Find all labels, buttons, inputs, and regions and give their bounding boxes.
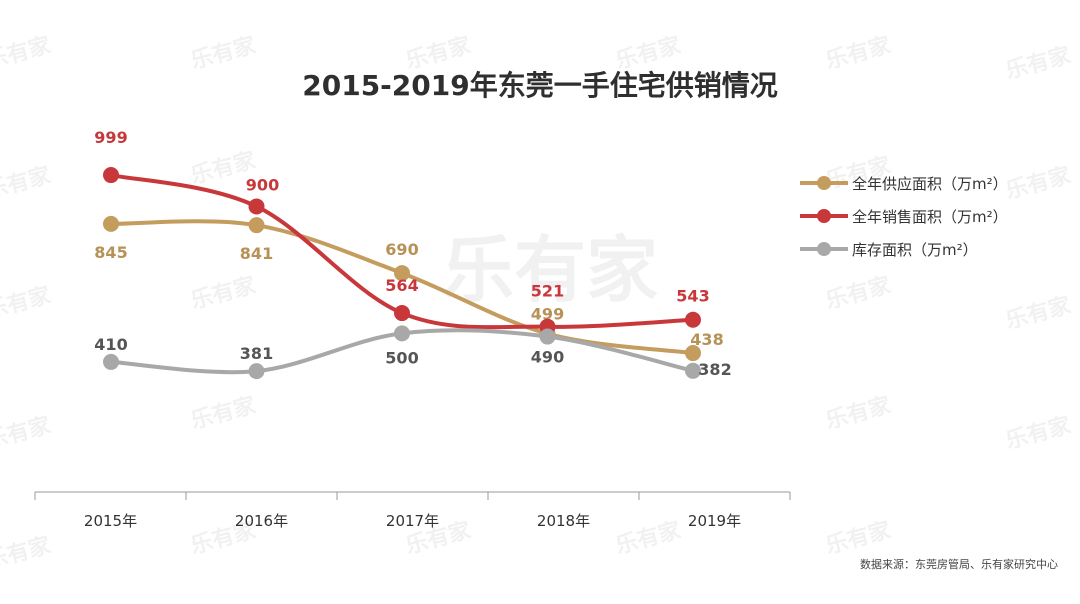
- x-tick-label: 2016年: [235, 512, 288, 530]
- watermark: 乐有家: [0, 162, 54, 204]
- watermark-center: 乐有家: [442, 228, 658, 312]
- watermark: 乐有家: [0, 532, 54, 574]
- point-sales: [103, 167, 119, 184]
- watermark: 乐有家: [1003, 162, 1074, 204]
- x-tick-label: 2018年: [537, 512, 590, 530]
- legend-label: 全年供应面积（万m²）: [852, 175, 1008, 193]
- watermark: 乐有家: [613, 32, 684, 74]
- watermark: 乐有家: [0, 32, 54, 74]
- data-label-sales: 999: [94, 128, 127, 147]
- watermark: 乐有家: [823, 32, 894, 74]
- point-inventory: [539, 328, 556, 345]
- point-sales: [685, 311, 701, 328]
- watermark: 乐有家: [823, 272, 894, 314]
- watermark: 乐有家: [188, 272, 259, 314]
- legend-item-sales: 全年销售面积（万m²）: [800, 208, 1008, 226]
- watermarks: 乐有家 乐有家 乐有家 乐有家 乐有家 乐有家乐有家 乐有家 乐有家 乐有家乐有家 乐有家 乐有家乐…: [0, 32, 1074, 574]
- point-inventory: [685, 362, 701, 379]
- data-label-inventory: 500: [385, 348, 418, 367]
- legend-label: 库存面积（万m²）: [852, 241, 978, 259]
- point-inventory: [103, 353, 119, 370]
- legend-item-supply: 全年供应面积（万m²）: [800, 175, 1008, 193]
- legend: 全年供应面积（万m²） 全年销售面积（万m²） 库存面积（万m²）: [800, 175, 1008, 259]
- point-sales: [248, 198, 265, 215]
- legend-marker: [817, 209, 831, 223]
- data-label-inventory: 410: [94, 335, 127, 354]
- watermark: 乐有家: [403, 32, 474, 74]
- x-tick-label: 2019年: [688, 512, 741, 530]
- watermark: 乐有家: [188, 392, 259, 434]
- point-supply: [394, 265, 410, 282]
- chart-title: 2015-2019年东莞一手住宅供销情况: [302, 69, 777, 102]
- watermark: 乐有家: [188, 32, 259, 74]
- watermark: 乐有家: [0, 282, 54, 324]
- point-supply: [248, 217, 265, 234]
- data-label-sales: 543: [676, 287, 709, 306]
- data-label-supply: 438: [690, 330, 723, 349]
- data-label-inventory: 381: [240, 344, 273, 363]
- watermark: 乐有家: [823, 392, 894, 434]
- point-inventory: [394, 325, 410, 342]
- data-label-sales: 521: [531, 282, 564, 301]
- watermark: 乐有家: [823, 517, 894, 559]
- data-label-supply: 690: [385, 240, 418, 259]
- watermark: 乐有家: [1003, 412, 1074, 454]
- x-axis: 2015年 2016年 2017年 2018年 2019年: [34, 491, 791, 530]
- point-supply: [685, 345, 701, 362]
- watermark: 乐有家: [1003, 292, 1074, 334]
- data-label-supply: 499: [531, 305, 564, 324]
- data-label-inventory: 490: [531, 348, 564, 367]
- x-tick-label: 2017年: [386, 512, 439, 530]
- legend-marker: [817, 176, 831, 190]
- data-label-sales: 900: [246, 175, 279, 194]
- point-sales: [394, 305, 410, 322]
- legend-item-inventory: 库存面积（万m²）: [800, 241, 978, 259]
- series-inventory: 410 381 500 490 382: [94, 325, 732, 380]
- x-tick-label: 2015年: [84, 512, 137, 530]
- legend-label: 全年销售面积（万m²）: [852, 208, 1008, 226]
- data-label-supply: 845: [94, 243, 127, 262]
- watermark: 乐有家: [613, 517, 684, 559]
- series-sales: 999 900 564 521 543: [94, 128, 710, 335]
- watermark: 乐有家: [0, 412, 54, 454]
- legend-marker: [817, 242, 831, 256]
- data-label-inventory: 382: [698, 360, 731, 379]
- point-supply: [103, 215, 119, 232]
- data-label-supply: 841: [240, 244, 273, 263]
- source-note: 数据来源：东莞房管局、乐有家研究中心: [860, 557, 1058, 571]
- point-inventory: [248, 363, 265, 380]
- watermark: 乐有家: [1003, 42, 1074, 84]
- data-label-sales: 564: [385, 276, 418, 295]
